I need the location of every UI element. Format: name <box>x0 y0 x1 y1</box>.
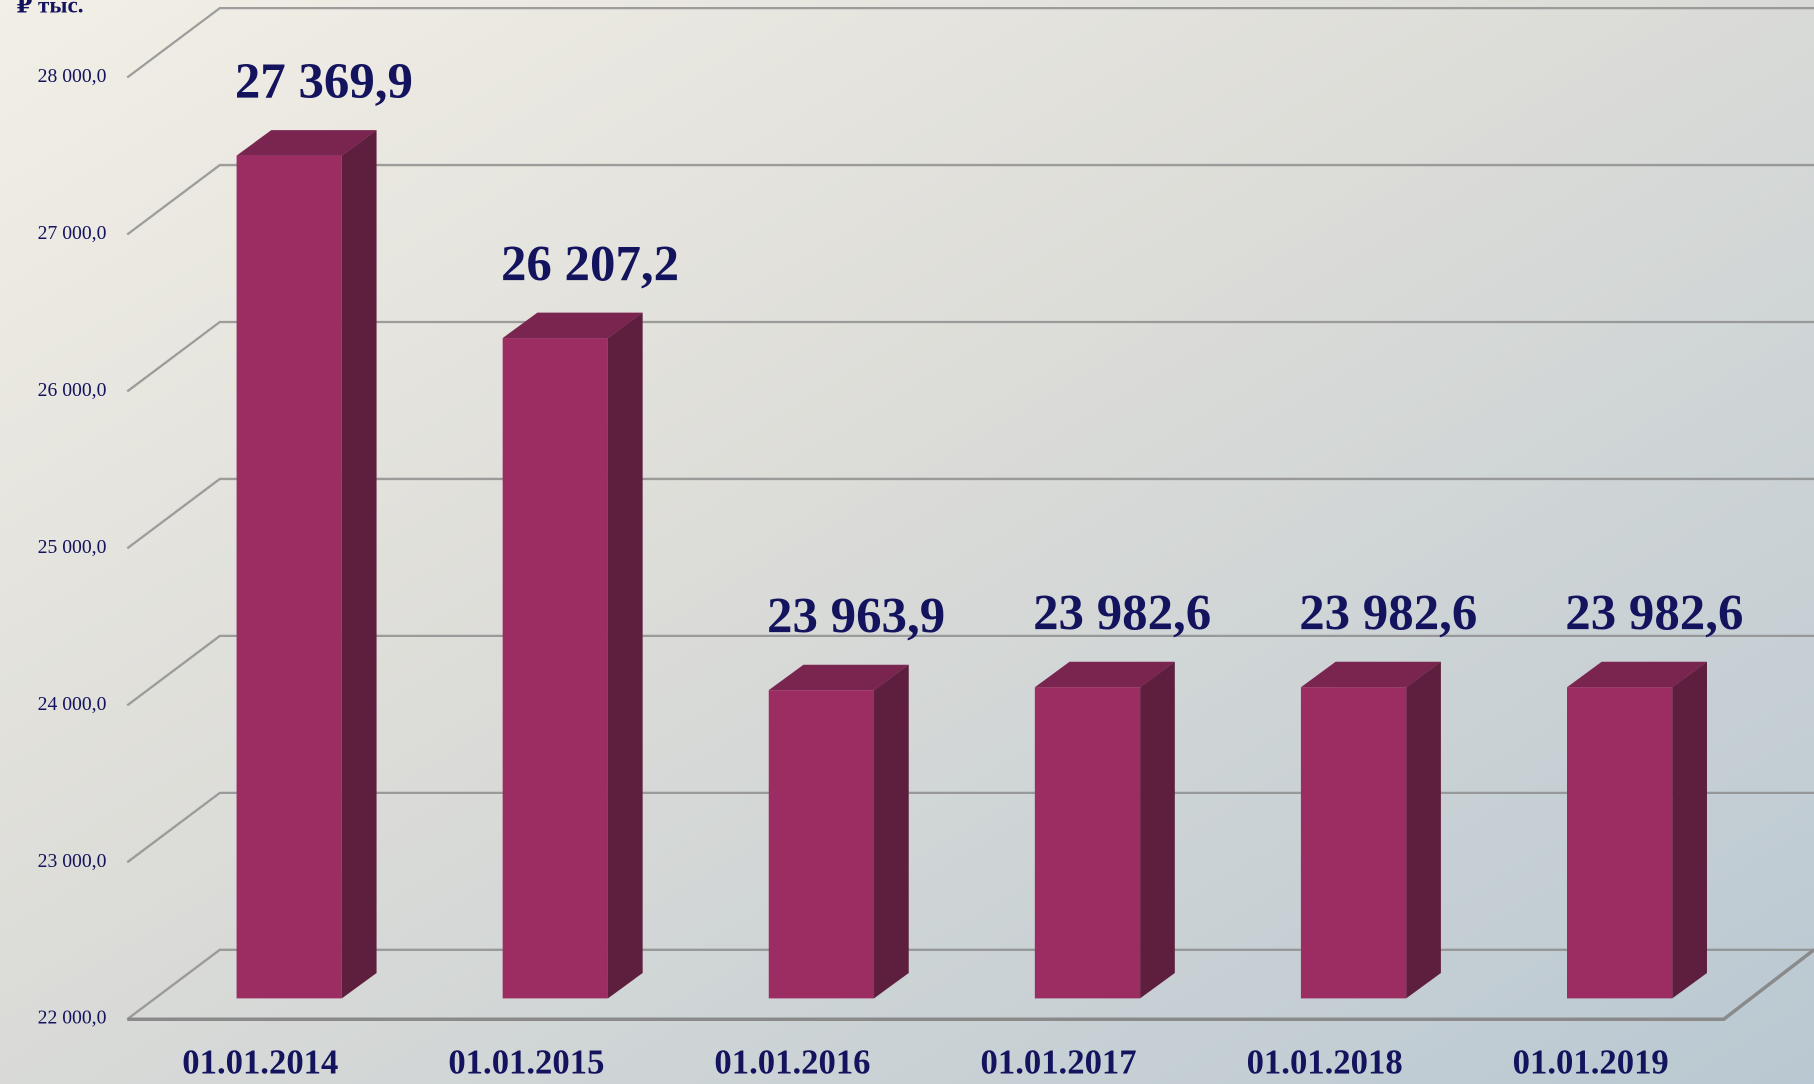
y-tick-label: 27 000,0 <box>38 222 107 244</box>
y-tick-label: 22 000,0 <box>38 1007 107 1029</box>
bar <box>769 690 874 998</box>
value-label: 27 369,9 <box>235 54 413 110</box>
value-label: 26 207,2 <box>501 236 679 292</box>
bar-side <box>1406 662 1441 999</box>
bar <box>1301 687 1406 998</box>
x-tick-label: 01.01.2016 <box>714 1042 870 1081</box>
bar-side <box>342 130 377 998</box>
bar-side <box>1140 662 1175 999</box>
value-label: 23 982,6 <box>1299 585 1477 641</box>
bar <box>1567 687 1672 998</box>
x-tick-label: 01.01.2018 <box>1247 1042 1403 1081</box>
y-tick-label: 23 000,0 <box>38 850 107 872</box>
y-tick-label: 25 000,0 <box>38 536 107 558</box>
bar-side <box>608 313 643 999</box>
y-tick-label: 24 000,0 <box>38 693 107 715</box>
bar <box>503 338 608 998</box>
x-tick-label: 01.01.2019 <box>1513 1042 1669 1081</box>
bar <box>237 156 342 999</box>
y-tick-label: 28 000,0 <box>38 65 107 87</box>
bar-side <box>1672 662 1707 999</box>
y-tick-label: 26 000,0 <box>38 379 107 401</box>
x-tick-label: 01.01.2017 <box>981 1042 1137 1081</box>
chart: ₽ тыс. 22 000,0 23 000,0 24 000,0 25 000,0 2… <box>0 0 1814 1084</box>
value-label: 23 982,6 <box>1565 585 1743 641</box>
bar <box>1035 687 1140 998</box>
x-tick-label: 01.01.2014 <box>182 1042 338 1081</box>
value-label: 23 982,6 <box>1033 585 1211 641</box>
bar-side <box>874 665 909 999</box>
x-tick-label: 01.01.2015 <box>448 1042 604 1081</box>
y-axis-label: ₽ тыс. <box>16 0 83 18</box>
value-label: 23 963,9 <box>767 588 945 644</box>
